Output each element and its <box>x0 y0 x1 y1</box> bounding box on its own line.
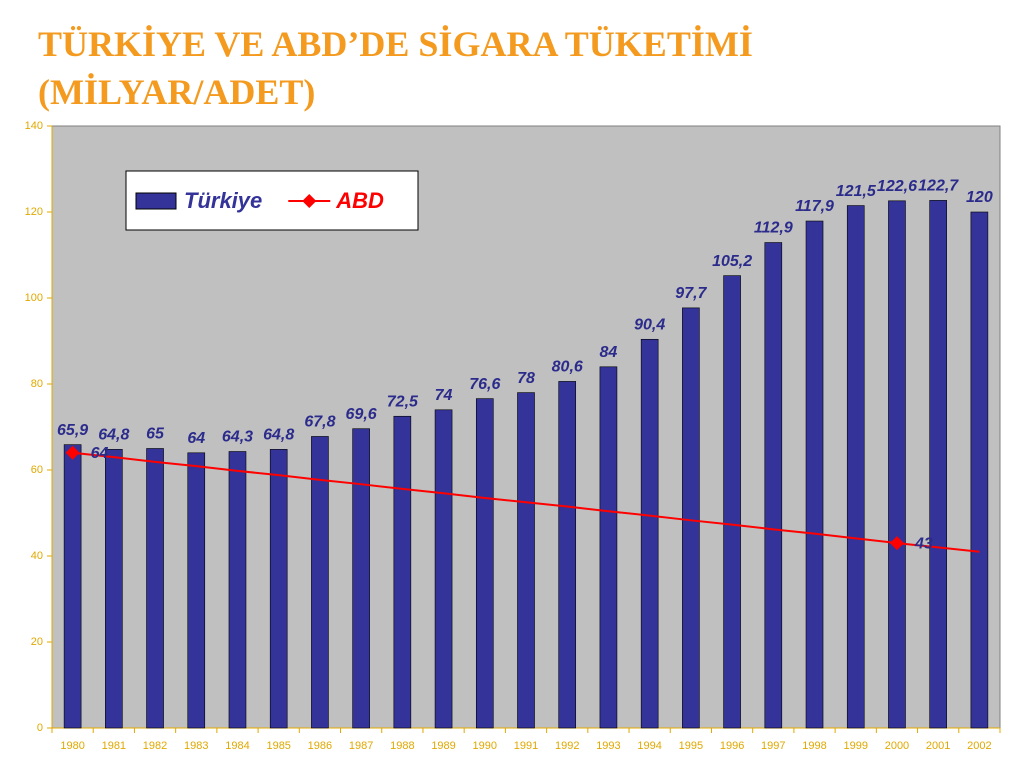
value-label: 120 <box>966 189 993 206</box>
value-label: 105,2 <box>712 253 752 270</box>
bar <box>146 448 164 729</box>
value-label: 72,5 <box>387 393 419 410</box>
x-tick-label: 1992 <box>555 740 579 752</box>
bar <box>269 449 288 729</box>
line <box>72 451 980 553</box>
x-tick-label: 2001 <box>926 740 950 752</box>
value-label: 74 <box>435 387 453 404</box>
value-label: 64,8 <box>98 427 129 444</box>
x-tick-label: 1986 <box>308 740 332 752</box>
x-tick-label: 1999 <box>843 740 867 752</box>
value-label: 117,9 <box>795 198 834 215</box>
value-label: 112,9 <box>754 220 793 237</box>
x-tick-label: 2002 <box>967 740 991 752</box>
x-tick-label: 1993 <box>596 740 620 752</box>
x-tick-label: 1982 <box>143 740 167 752</box>
x-tick-label: 1988 <box>390 740 414 752</box>
bar <box>640 338 659 729</box>
x-tick-label: 1996 <box>720 740 744 752</box>
x-tick-label: 1991 <box>514 740 538 752</box>
x-tick-label: 1989 <box>431 740 455 752</box>
bar <box>682 307 700 729</box>
value-label: 64 <box>187 430 205 447</box>
x-tick-label: 1990 <box>473 740 497 752</box>
legend-swatch <box>302 194 317 208</box>
chart-subtitle: (MİLYAR/ADET) <box>38 72 315 112</box>
x-tick-label: 2000 <box>885 740 909 752</box>
value-label: 67,8 <box>304 414 335 431</box>
y-tick-label: 140 <box>25 120 43 132</box>
value-label: 78 <box>517 370 535 387</box>
value-label: 80,6 <box>552 359 583 376</box>
bar <box>517 392 535 729</box>
bar <box>846 205 865 729</box>
bar <box>888 200 906 729</box>
x-tick-label: 1994 <box>637 740 661 752</box>
y-tick-label: 100 <box>25 292 43 304</box>
bar <box>475 398 494 729</box>
value-label: 122,7 <box>918 178 959 195</box>
bar <box>805 220 824 729</box>
bar <box>105 449 123 729</box>
y-tick-label: 40 <box>31 550 43 562</box>
chart-title: TÜRKİYE VE ABD’DE SİGARA TÜKETİMİ <box>38 24 753 64</box>
value-label: 90,4 <box>634 316 665 333</box>
value-label: 65,9 <box>57 422 88 439</box>
bar <box>393 415 412 729</box>
bar <box>187 452 206 729</box>
value-label: 122,6 <box>877 178 917 195</box>
value-label: 97,7 <box>675 285 707 302</box>
x-tick-label: 1984 <box>225 740 249 752</box>
bar <box>352 428 370 729</box>
bar <box>599 366 618 729</box>
value-label: 65 <box>146 426 165 443</box>
legend-label: ABD <box>335 188 384 213</box>
legend-swatch <box>135 192 177 210</box>
x-tick-label: 1995 <box>679 740 703 752</box>
value-label: 69,6 <box>346 406 377 423</box>
value-label: 121,5 <box>836 183 877 200</box>
bar <box>970 211 989 729</box>
bar <box>929 200 947 729</box>
x-tick-label: 1987 <box>349 740 373 752</box>
value-label: 84 <box>600 344 618 361</box>
bar <box>723 275 741 729</box>
y-tick-label: 80 <box>31 378 43 390</box>
bar <box>558 381 577 729</box>
bar <box>434 409 453 729</box>
y-tick-label: 120 <box>25 206 43 218</box>
value-label: 64 <box>91 445 109 462</box>
marker <box>65 445 80 460</box>
marker <box>889 536 904 551</box>
value-label: 76,6 <box>469 376 500 393</box>
y-tick-label: 60 <box>31 464 43 476</box>
y-tick-label: 0 <box>37 722 43 734</box>
bar <box>764 242 783 729</box>
x-tick-label: 1980 <box>60 740 84 752</box>
legend-label: Türkiye <box>184 188 262 213</box>
bar <box>63 444 82 729</box>
bar <box>311 436 329 729</box>
bar <box>228 451 247 729</box>
x-tick-label: 1983 <box>184 740 208 752</box>
y-tick-label: 20 <box>31 636 43 648</box>
x-tick-label: 1985 <box>266 740 290 752</box>
value-label: 43 <box>914 535 933 552</box>
x-tick-label: 1997 <box>761 740 785 752</box>
value-label: 64,3 <box>222 429 253 446</box>
x-tick-label: 1981 <box>102 740 126 752</box>
x-tick-label: 1998 <box>802 740 826 752</box>
value-label: 64,8 <box>263 427 294 444</box>
